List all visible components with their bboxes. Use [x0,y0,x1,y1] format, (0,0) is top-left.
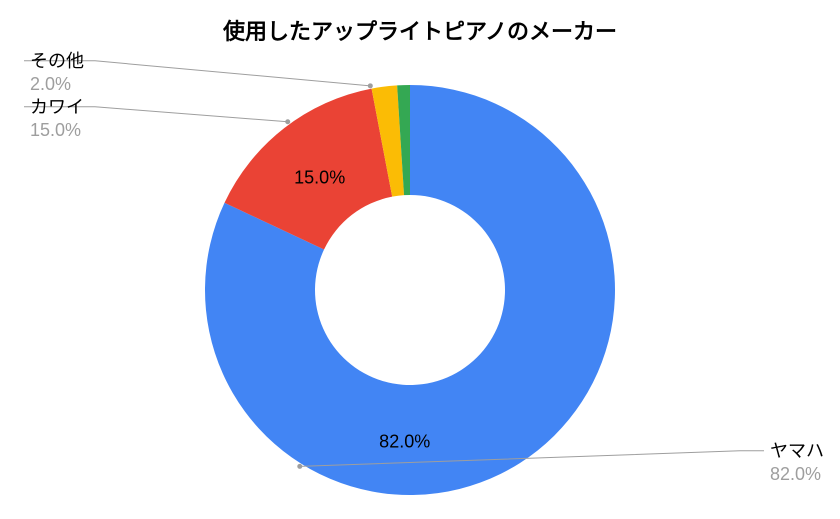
leader-dot-yamaha [297,464,302,469]
chart-stage: 使用したアップライトピアノのメーカー 82.0%ヤマハ82.0%15.0%カワイ… [0,0,840,519]
ext-label-name-kawai: カワイ [30,96,84,119]
leader-dot-other [368,83,373,88]
ext-label-pct-other: 2.0% [30,73,84,96]
ext-label-yamaha: ヤマハ82.0% [770,440,824,485]
ext-label-kawai: カワイ15.0% [30,96,84,141]
ext-label-other: その他2.0% [30,50,84,95]
slice-pct-yamaha: 82.0% [379,431,430,452]
ext-label-name-other: その他 [30,50,84,73]
ext-label-pct-kawai: 15.0% [30,119,84,142]
ext-label-name-yamaha: ヤマハ [770,440,824,463]
leader-dot-kawai [285,119,290,124]
slice-pct-kawai: 15.0% [294,168,345,189]
ext-label-pct-yamaha: 82.0% [770,463,824,486]
